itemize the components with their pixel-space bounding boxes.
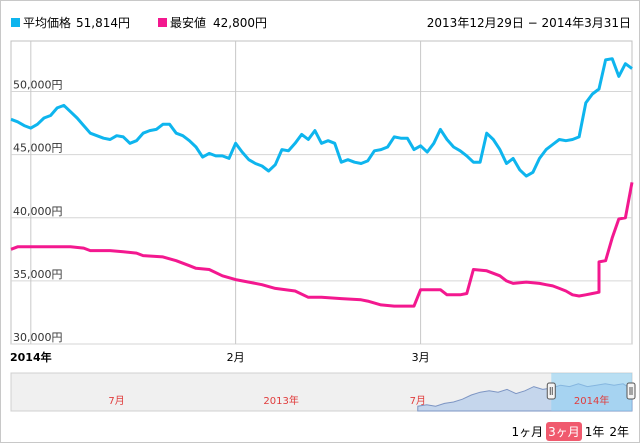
legend-avg-label: 平均価格 [23,15,71,30]
y-tick-label: 45,000円 [13,142,63,155]
legend-avg-swatch [11,18,20,27]
range-button-1[interactable]: 3ヶ月 [546,422,582,441]
navigator-handle-left[interactable] [546,382,556,400]
y-tick-label: 35,000円 [13,268,63,281]
y-tick-label: 30,000円 [13,331,63,344]
legend-avg-value: 51,814円 [76,16,130,30]
grid [10,40,633,345]
y-axis: 30,000円 35,000円 40,000円 45,000円 50,000円 [13,79,63,345]
x-axis: 2014年 2月 3月 [10,350,430,364]
y-tick-label: 40,000円 [13,205,63,218]
navigator-label: 2013年 [263,394,298,407]
legend-min-value: 42,800円 [213,16,267,30]
date-range: 2013年12月29日 − 2014年3月31日 [427,16,631,30]
series [10,57,634,308]
navigator[interactable]: 7月 2013年 7月 2014年 [10,372,636,412]
navigator-label: 2014年 [574,394,609,407]
y-tick-label: 50,000円 [13,79,63,92]
x-tick-label: 2014年 [10,350,52,364]
series-line-lowest [10,182,634,308]
navigator-label: 7月 [108,395,124,407]
navigator-handle-right[interactable] [626,382,636,400]
x-tick-label: 2月 [227,351,245,364]
navigator-label: 7月 [410,395,426,407]
navigator-window[interactable] [551,373,632,411]
range-button-2[interactable]: 1年 [584,425,605,439]
range-button-0[interactable]: 1ヶ月 [511,425,544,439]
legend-min-swatch [158,18,167,27]
legend: 平均価格 51,814円 最安値 42,800円 [11,15,267,30]
range-button-3[interactable]: 2年 [609,425,629,439]
range-selector: 1ヶ月 3ヶ月 1年 2年 [508,422,631,441]
series-line-average [10,57,633,178]
legend-min-label: 最安値 [170,15,206,30]
x-tick-label: 3月 [412,351,430,364]
